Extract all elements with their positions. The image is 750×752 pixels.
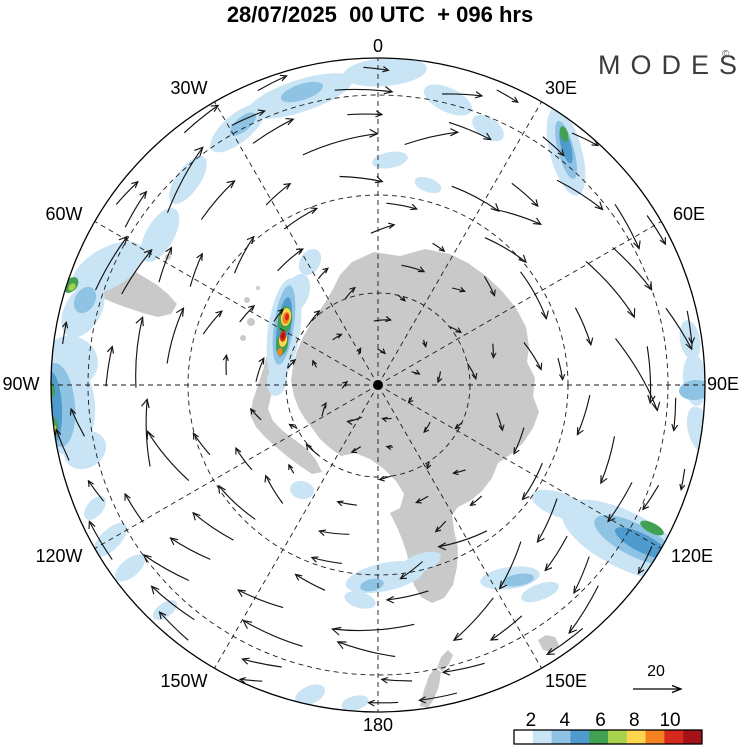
colorbar-tick-label: 6: [595, 710, 606, 731]
longitude-label-60w: 60W: [45, 204, 82, 224]
colorbar-segment: [683, 730, 702, 744]
south-pole-dot: [373, 380, 383, 390]
island: [559, 691, 567, 699]
longitude-label-90w: 90W: [2, 374, 39, 394]
reference-vector-label: 20: [647, 663, 665, 680]
longitude-label-60e: 60E: [673, 204, 705, 224]
modes-logo: MODES ©: [598, 49, 747, 80]
longitude-label-30e: 30E: [545, 78, 577, 98]
longitude-label-120e: 120E: [671, 546, 713, 566]
copyright-mark-icon: ©: [722, 49, 730, 60]
reference-vector: 20: [633, 663, 681, 693]
colorbar-segment: [552, 730, 571, 744]
colorbar-tick-label: 8: [629, 710, 640, 731]
colorbar-segment: [570, 730, 589, 744]
colorbar-tick-label: 4: [559, 710, 570, 731]
colorbar-segment: [589, 730, 608, 744]
reference-arrow-glyph: [633, 686, 681, 693]
longitude-label-30w: 30W: [170, 78, 207, 98]
longitude-label-180: 180: [363, 715, 393, 735]
colorbar-segment: [514, 730, 533, 744]
reference-vector-arrow: [633, 686, 681, 693]
island: [240, 335, 246, 341]
colorbar-segment: [664, 730, 683, 744]
colorbar-segment: [627, 730, 646, 744]
longitude-label-150e: 150E: [545, 671, 587, 691]
island: [256, 286, 260, 290]
longitude-label-150w: 150W: [160, 671, 207, 691]
shading-blob: [584, 98, 616, 126]
colorbar-tick-label: 10: [659, 710, 680, 731]
island: [247, 318, 255, 326]
longitude-label-0: 0: [373, 36, 383, 56]
colorbar-tick-label: 2: [526, 710, 537, 731]
island: [544, 695, 554, 705]
longitude-label-120w: 120W: [35, 546, 82, 566]
wind-vector-arrow: [347, 114, 382, 115]
island: [244, 297, 250, 303]
colorbar-segment: [646, 730, 665, 744]
colorbar-segment: [608, 730, 627, 744]
colorbar: 2 4 6 8 10: [514, 710, 703, 744]
colorbar-segment: [533, 730, 552, 744]
longitude-label-90e: 90E: [707, 374, 739, 394]
chart-title: 28/07/2025 00 UTC + 096 hrs: [227, 2, 533, 27]
